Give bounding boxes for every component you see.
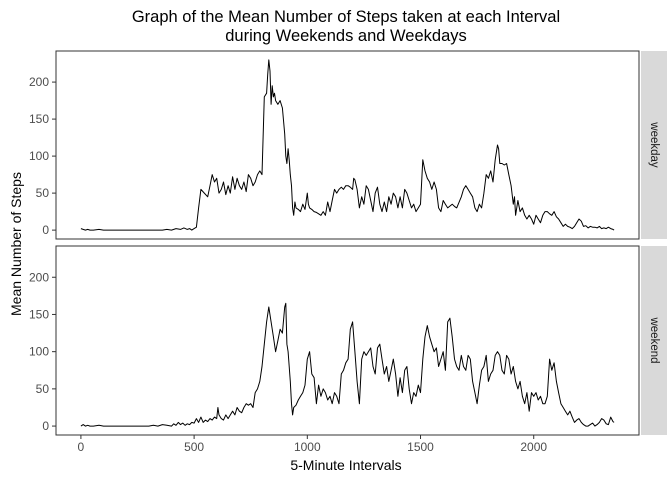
y-tick-label-weekday-100: 100 [29, 149, 49, 163]
x-tick-label-0: 0 [78, 440, 85, 454]
y-tick-label-weekday-150: 150 [29, 112, 49, 126]
panel-border-weekday [55, 50, 640, 240]
x-tick-label-2000: 2000 [520, 440, 547, 454]
panel-border-weekend [55, 245, 640, 436]
series-line-weekday [80, 59, 615, 231]
x-tick-label-1500: 1500 [407, 440, 434, 454]
strip-weekend [641, 246, 667, 435]
chart-title-line-2: during Weekends and Weekdays [225, 27, 467, 45]
x-axis-label: 5-Minute Intervals [290, 457, 401, 473]
x-tick-label-1000: 1000 [294, 440, 321, 454]
y-tick-label-weekend-200: 200 [29, 270, 49, 284]
y-tick-label-weekday-0: 0 [42, 223, 49, 237]
y-axis-label: Mean Number of Steps [8, 172, 24, 316]
strip-label-weekday: weekday [648, 121, 660, 168]
chart-title-line-1: Graph of the Mean Number of Steps taken … [132, 8, 560, 26]
y-tick-label-weekend-50: 50 [36, 382, 50, 396]
series-line-weekend [80, 302, 615, 427]
y-tick-label-weekday-50: 50 [36, 186, 50, 200]
x-tick-label-500: 500 [184, 440, 204, 454]
y-tick-label-weekend-0: 0 [42, 419, 49, 433]
strip-weekday [641, 51, 667, 239]
strip-label-weekend: weekend [648, 316, 660, 363]
y-tick-label-weekend-100: 100 [29, 345, 49, 359]
y-tick-label-weekday-200: 200 [29, 75, 49, 89]
y-tick-label-weekend-150: 150 [29, 307, 49, 321]
